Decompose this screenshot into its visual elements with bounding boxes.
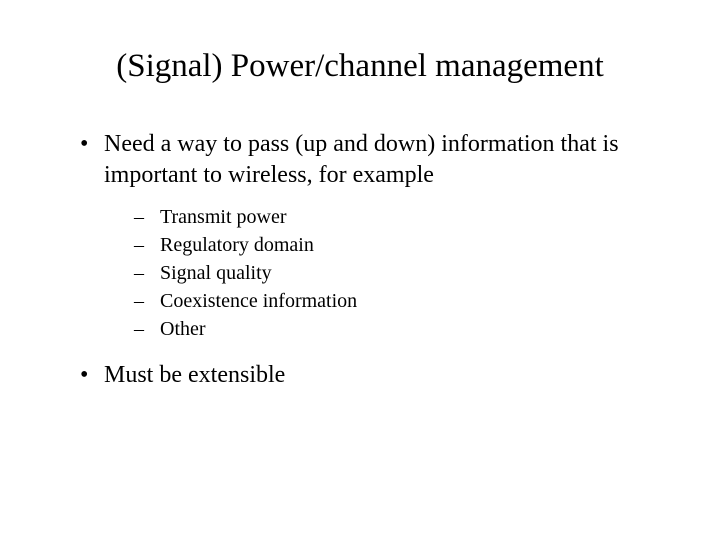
bullet-level2: Signal quality (134, 260, 666, 286)
bullet-text: Regulatory domain (160, 234, 314, 256)
bullet-text: Other (160, 318, 206, 340)
bullet-level2: Transmit power (134, 204, 666, 230)
bullet-text: Need a way to pass (up and down) informa… (104, 131, 619, 188)
bullet-level2: Coexistence information (134, 288, 666, 314)
bullet-level2: Regulatory domain (134, 232, 666, 258)
bullet-level1: Need a way to pass (up and down) informa… (80, 129, 666, 190)
sublist: Transmit power Regulatory domain Signal … (134, 204, 666, 342)
bullet-text: Coexistence information (160, 290, 357, 312)
slide-title: (Signal) Power/channel management (54, 48, 666, 85)
slide: (Signal) Power/channel management Need a… (0, 0, 720, 540)
bullet-text: Must be extensible (104, 362, 285, 388)
bullet-level2: Other (134, 316, 666, 342)
bullet-text: Signal quality (160, 262, 272, 284)
bullet-level1: Must be extensible (80, 360, 666, 391)
bullet-text: Transmit power (160, 206, 286, 228)
